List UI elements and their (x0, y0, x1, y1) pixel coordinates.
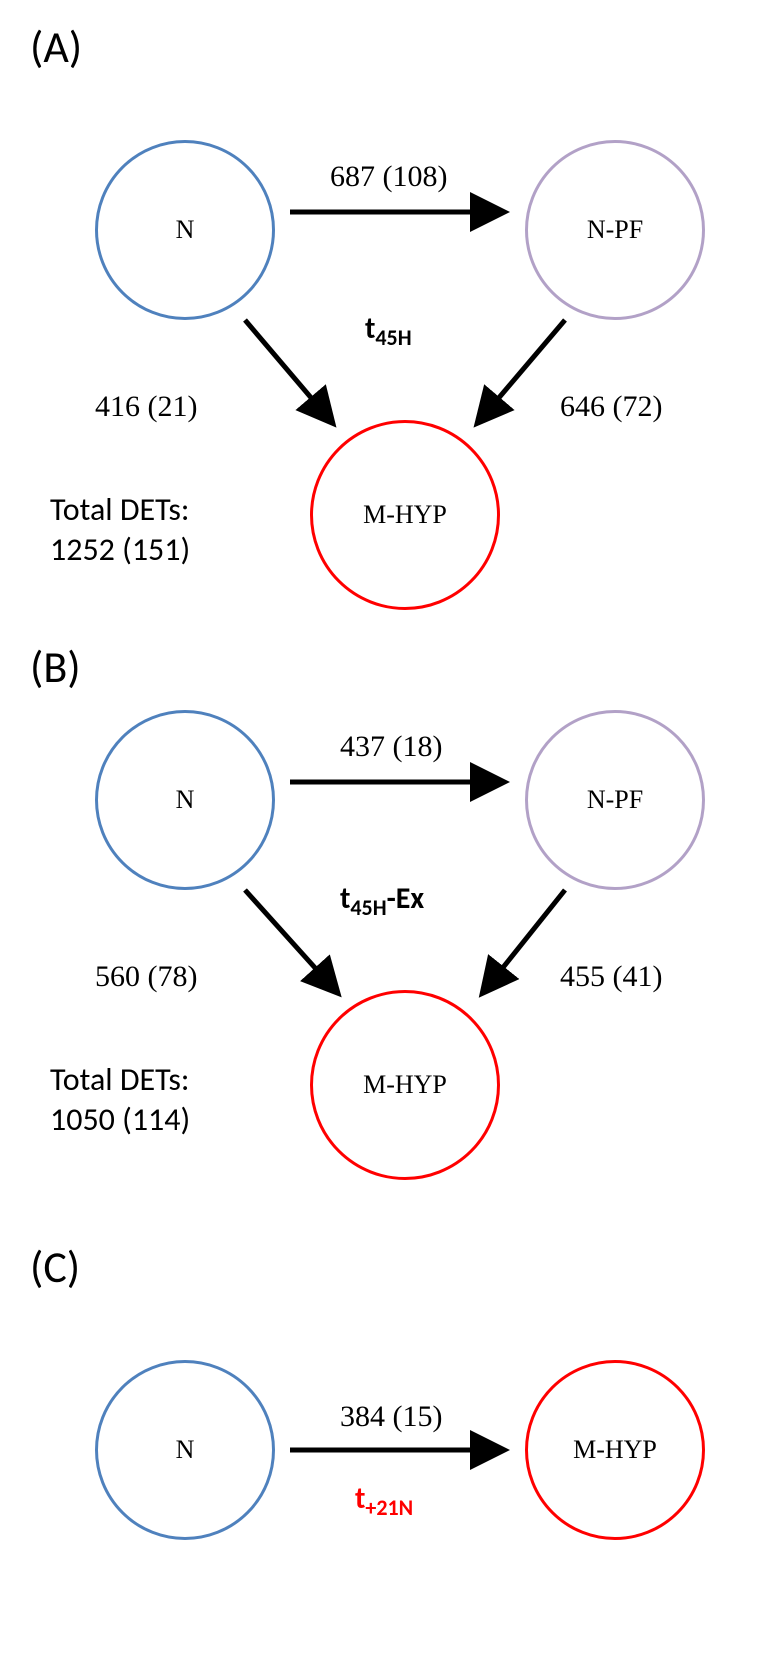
panel-a-node-mhyp: M-HYP (310, 420, 500, 610)
panel-b-total-line1: Total DETs: (50, 1060, 190, 1100)
panel-a-edge-n-mhyp: 416 (21) (95, 390, 197, 424)
panel-a-total-line1: Total DETs: (50, 490, 190, 530)
panel-c-node-n-label: N (176, 1435, 195, 1465)
panel-b-edge-n-mhyp: 560 (78) (95, 960, 197, 994)
panel-b-center-suffix: -Ex (387, 880, 425, 917)
panel-b-node-n-label: N (176, 785, 195, 815)
panel-b-node-npf-label: N-PF (587, 785, 643, 815)
panel-c-center-sub: +21N (365, 1494, 413, 1521)
panel-b-node-npf: N-PF (525, 710, 705, 890)
panel-b-node-mhyp-label: M-HYP (363, 1070, 447, 1100)
panel-a-total: Total DETs: 1252 (151) (50, 490, 190, 570)
figure-canvas: (A) N N-PF M-HYP 687 (108) 416 (21) 646 … (0, 0, 759, 1655)
panel-a-center-label: t45H (365, 310, 412, 351)
panel-b-center-t: t (340, 880, 350, 917)
panel-b-edge-npf-mhyp: 455 (41) (560, 960, 662, 994)
panel-b-edge-n-npf: 437 (18) (340, 730, 442, 764)
panel-b-total-line2: 1050 (114) (50, 1100, 190, 1140)
panel-b-label: (B) (30, 640, 81, 694)
panel-c-edge-n-mhyp: 384 (15) (340, 1400, 442, 1434)
panel-a-node-npf-label: N-PF (587, 215, 643, 245)
panel-c-center-label: t+21N (355, 1480, 413, 1521)
panel-b-center-label: t45H-Ex (340, 880, 424, 921)
panel-a-node-n: N (95, 140, 275, 320)
panel-a-edge-npf-mhyp: 646 (72) (560, 390, 662, 424)
panel-b-center-sub: 45H (350, 894, 386, 921)
panel-a-label: (A) (30, 20, 82, 74)
panel-c-node-mhyp: M-HYP (525, 1360, 705, 1540)
panel-a-node-n-label: N (176, 215, 195, 245)
panel-b-total: Total DETs: 1050 (114) (50, 1060, 190, 1140)
panel-b-node-n: N (95, 710, 275, 890)
panel-a-node-npf: N-PF (525, 140, 705, 320)
panel-a-total-line2: 1252 (151) (50, 530, 190, 570)
panel-a-edge-n-npf: 687 (108) (330, 160, 447, 194)
panel-c-node-n: N (95, 1360, 275, 1540)
panel-a-node-mhyp-label: M-HYP (363, 500, 447, 530)
panel-b-node-mhyp: M-HYP (310, 990, 500, 1180)
panel-c-label: (C) (30, 1240, 80, 1294)
panel-c-node-mhyp-label: M-HYP (573, 1435, 657, 1465)
panel-a-center-t: t (365, 310, 375, 347)
panel-c-center-t: t (355, 1480, 365, 1517)
panel-a-center-sub: 45H (375, 324, 411, 351)
